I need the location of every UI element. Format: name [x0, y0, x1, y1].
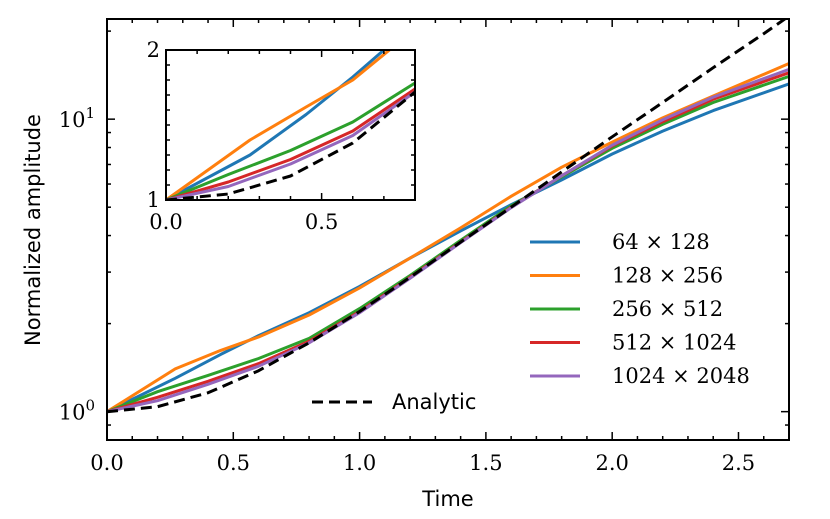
- main-plot-frame: [106, 18, 790, 441]
- main-plot-series: [107, 19, 789, 414]
- legend: 64 × 128 128 × 256 256 × 512 512 × 1024 1024…: [530, 230, 750, 388]
- legend-label-256-512: 256 × 512: [612, 297, 723, 321]
- inset-series-line-1024-2048: [166, 89, 415, 200]
- inset-x-tick-label: 0.5: [305, 210, 338, 234]
- series-line-analytic: [107, 19, 788, 414]
- x-tick-label: 1.5: [469, 451, 502, 475]
- legend-analytic: Analytic: [312, 390, 476, 414]
- x-axis-label: Time: [421, 487, 473, 511]
- inset-series-line-256-512: [166, 80, 415, 200]
- legend-label-512-1024: 512 × 1024: [612, 331, 736, 355]
- inset-x-tick-label: 0.0: [149, 210, 182, 234]
- legend-label-1024-2048: 1024 × 2048: [612, 364, 750, 388]
- x-tick-label: 2.5: [722, 451, 755, 475]
- legend-label-analytic: Analytic: [392, 390, 476, 414]
- x-tick-label: 1.0: [343, 451, 376, 475]
- inset-series-line-512-1024: [166, 86, 415, 200]
- inset-series-line-64-128: [166, 50, 387, 200]
- y-tick-label: 101: [59, 104, 95, 132]
- inset-series-line-128-256: [166, 50, 392, 200]
- legend-label-64-128: 64 × 128: [612, 230, 710, 254]
- inset-plot-series: [166, 50, 415, 200]
- legend-label-128-256: 128 × 256: [612, 264, 723, 288]
- x-tick-label: 0.5: [217, 451, 250, 475]
- main-axis-ticks: 0.0 0.5 1.0 1.5 2.0 2.5 100 101: [59, 19, 789, 475]
- inset-y-tick-label: 1: [147, 188, 160, 212]
- y-tick-label: 100: [59, 397, 95, 425]
- x-tick-label: 2.0: [595, 451, 628, 475]
- inset-y-tick-label: 2: [147, 38, 160, 62]
- inset-plot-frame: [165, 49, 416, 201]
- y-axis-label: Normalized amplitude: [21, 114, 45, 346]
- series-line-128-256: [107, 62, 789, 413]
- x-tick-label: 0.0: [90, 451, 123, 475]
